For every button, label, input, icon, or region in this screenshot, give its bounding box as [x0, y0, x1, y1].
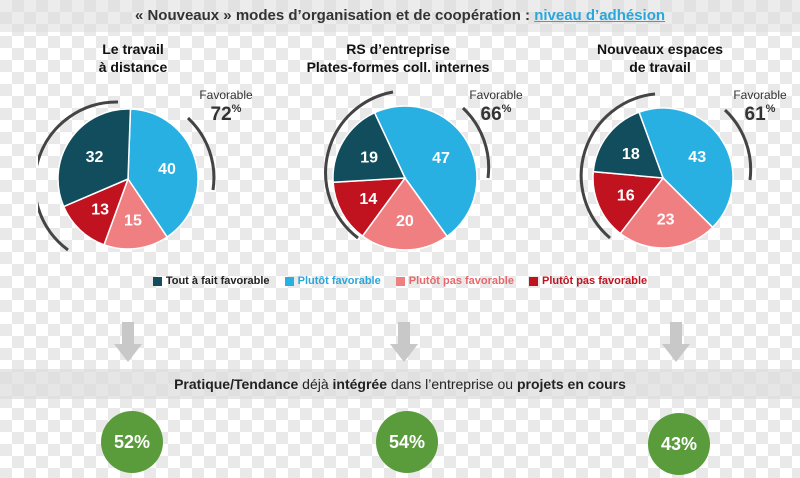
chart-3-arc-right	[723, 108, 753, 181]
pie-slice	[103, 177, 169, 250]
pie-slice-label: 40	[158, 161, 176, 178]
adoption-circle-1: 52%	[101, 411, 163, 473]
pie-slice-label: 16	[617, 187, 635, 204]
down-arrow-icon	[390, 322, 418, 362]
chart-1-pie: 40 15 13 32	[38, 100, 216, 252]
pie-slice-label: 32	[86, 149, 104, 166]
pie-slice-label: 14	[359, 191, 377, 208]
chart-2-title: RS d’entreprise Plates-formes coll. inter…	[306, 41, 490, 75]
legend-item-2: Plutôt favorable	[284, 275, 381, 287]
pie-slice-label: 19	[360, 150, 378, 167]
chart-1-title: Le travail à distance	[98, 41, 168, 75]
pie-slice	[332, 111, 407, 184]
chart-3-arc-left	[579, 92, 656, 240]
pie-slice-label: 13	[91, 201, 109, 218]
pie-slice	[62, 177, 130, 246]
chart-2-pie: 47 20 14 19	[324, 90, 491, 251]
title-accent-link[interactable]: niveau d’adhésion	[534, 7, 666, 24]
pie-slice-label: 15	[124, 212, 142, 229]
page-title: « Nouveaux » modes d’organisation et de …	[134, 7, 666, 24]
chart-1-favorable-pct: 72%	[210, 103, 242, 125]
pie-slice-label: 43	[688, 149, 706, 166]
pie-slice-label: 23	[657, 212, 675, 229]
down-arrow-icon	[114, 322, 142, 362]
adoption-circle-2: 54%	[376, 411, 438, 473]
legend-item-4: Plutôt pas favorable	[529, 275, 647, 287]
chart-3-favorable-label: Favorable	[733, 88, 787, 102]
pie-slice	[57, 108, 132, 208]
chart-2-arc-left	[324, 90, 394, 240]
legend-item-3: Plutôt pas favorable	[395, 275, 514, 287]
pie-slice-label: 18	[622, 146, 640, 163]
pie-slice-label: 47	[432, 150, 450, 167]
title-band	[0, 0, 800, 32]
practice-text: Pratique/Tendance déjà intégrée dans l’e…	[174, 376, 626, 392]
pie-slice	[592, 170, 665, 235]
pie-slice	[332, 177, 407, 238]
pie-slice	[373, 105, 478, 238]
chart-2-arc-right	[461, 106, 491, 179]
practice-band	[0, 369, 800, 399]
pie-slice	[127, 108, 199, 239]
chart-2-favorable-pct: 66%	[480, 103, 512, 125]
pie-slice-label: 20	[396, 213, 414, 230]
chart-2-favorable-label: Favorable	[469, 88, 523, 102]
adoption-circle-3: 43%	[648, 413, 710, 475]
chart-1-arc-left	[38, 100, 119, 252]
chart-3-favorable-pct: 61%	[744, 103, 776, 125]
pie-slice	[361, 176, 449, 251]
legend: Tout à fait favorable Plutôt favorable P…	[0, 275, 800, 289]
chart-1-arc-right	[186, 116, 216, 191]
chart-3-title: Nouveaux espaces de travail	[596, 41, 724, 75]
pie-slice	[592, 111, 665, 179]
chart-1-favorable-label: Favorable	[199, 88, 253, 102]
pie-slice	[638, 107, 734, 229]
legend-item-1: Tout à fait favorable	[152, 275, 270, 287]
pie-slice	[619, 176, 714, 249]
down-arrow-icon	[662, 322, 690, 362]
chart-3-pie: 43 23 16 18	[579, 92, 753, 249]
